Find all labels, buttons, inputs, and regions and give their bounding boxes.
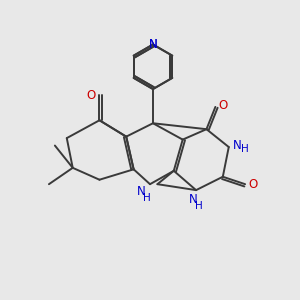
Text: H: H xyxy=(195,201,203,211)
Text: N: N xyxy=(148,38,157,51)
Text: N: N xyxy=(137,185,146,198)
Text: O: O xyxy=(218,99,227,112)
Text: N: N xyxy=(148,38,157,51)
Text: N: N xyxy=(233,139,242,152)
Text: H: H xyxy=(143,194,151,203)
Text: N: N xyxy=(189,193,197,206)
Text: O: O xyxy=(86,88,95,101)
Text: O: O xyxy=(248,178,257,191)
Text: H: H xyxy=(241,143,249,154)
